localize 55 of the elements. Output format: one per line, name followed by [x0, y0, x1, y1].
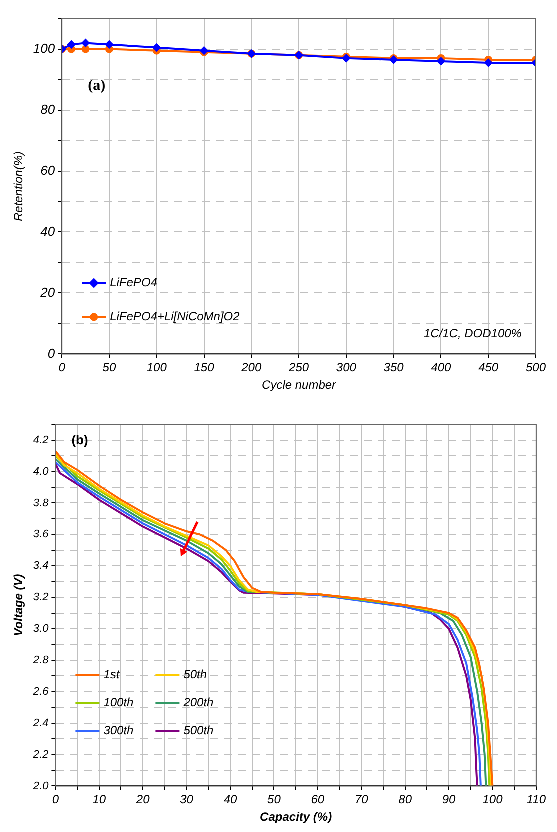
y-tick-label: 2.2 — [32, 748, 49, 761]
legend-label: 100th — [104, 696, 134, 710]
annotation: 1C/1C, DOD100% — [424, 326, 522, 341]
x-tick-label: 40 — [224, 792, 238, 807]
x-tick-label: 100 — [146, 360, 168, 375]
x-tick-label: 150 — [194, 360, 215, 375]
x-tick-label: 0 — [58, 360, 66, 375]
x-tick-label: 10 — [92, 792, 106, 807]
x-tick-label: 200 — [240, 360, 262, 375]
legend-label: LiFePO4 — [110, 276, 158, 290]
y-tick-label: 3.8 — [33, 497, 50, 510]
annotation: (b) — [72, 432, 88, 448]
y-tick-label: 3.0 — [33, 623, 50, 636]
y-tick-label: 60 — [40, 162, 56, 178]
x-tick-label: 350 — [384, 360, 404, 375]
x-tick-label: 300 — [336, 360, 357, 375]
y-tick-label: 2.8 — [32, 654, 50, 666]
y-tick-label: 2.6 — [32, 686, 50, 698]
legend-label: 200th — [182, 696, 214, 710]
annotation: (a) — [88, 78, 106, 94]
x-tick-label: 400 — [431, 360, 452, 375]
x-tick-label: 50 — [268, 792, 282, 807]
y-tick-label: 2.4 — [32, 717, 49, 730]
y-tick-label: 4.2 — [33, 434, 49, 446]
x-tick-label: 30 — [180, 792, 194, 807]
x-tick-label: 70 — [354, 792, 369, 807]
x-tick-label: 90 — [442, 792, 456, 807]
y-tick-label: 20 — [40, 284, 56, 300]
y-tick-label: 0 — [48, 346, 56, 361]
y-tick-label: 80 — [40, 102, 56, 117]
x-axis-title: Capacity (%) — [260, 810, 332, 824]
x-tick-label: 20 — [135, 792, 150, 807]
x-tick-label: 110 — [526, 792, 546, 807]
x-tick-label: 50 — [102, 360, 116, 375]
legend-label: 300th — [104, 724, 134, 738]
y-tick-label: 3.2 — [33, 592, 49, 604]
x-tick-label: 250 — [288, 360, 310, 375]
y-tick-label: 40 — [40, 224, 56, 239]
y-tick-label: 4.0 — [33, 466, 50, 478]
x-axis-title: Cycle number — [262, 378, 338, 392]
y-axis-title: Voltage (V) — [12, 574, 26, 637]
x-tick-label: 500 — [526, 360, 546, 375]
y-tick-label: 2.0 — [32, 780, 50, 792]
x-tick-label: 60 — [311, 792, 325, 807]
y-axis-title: Retention(%) — [12, 151, 26, 222]
x-tick-label: 100 — [482, 792, 504, 807]
legend-label: 1st — [104, 668, 120, 682]
x-tick-label: 450 — [478, 360, 499, 375]
y-tick-label: 100 — [33, 40, 56, 56]
x-tick-label: 80 — [398, 792, 412, 807]
legend-label: 500th — [184, 724, 214, 738]
legend-label: LiFePO4+Li[NiCoMn]O2 — [110, 310, 240, 324]
y-tick-label: 3.6 — [33, 528, 50, 541]
y-tick-label: 3.4 — [33, 560, 49, 572]
legend-label: 50th — [184, 668, 208, 682]
